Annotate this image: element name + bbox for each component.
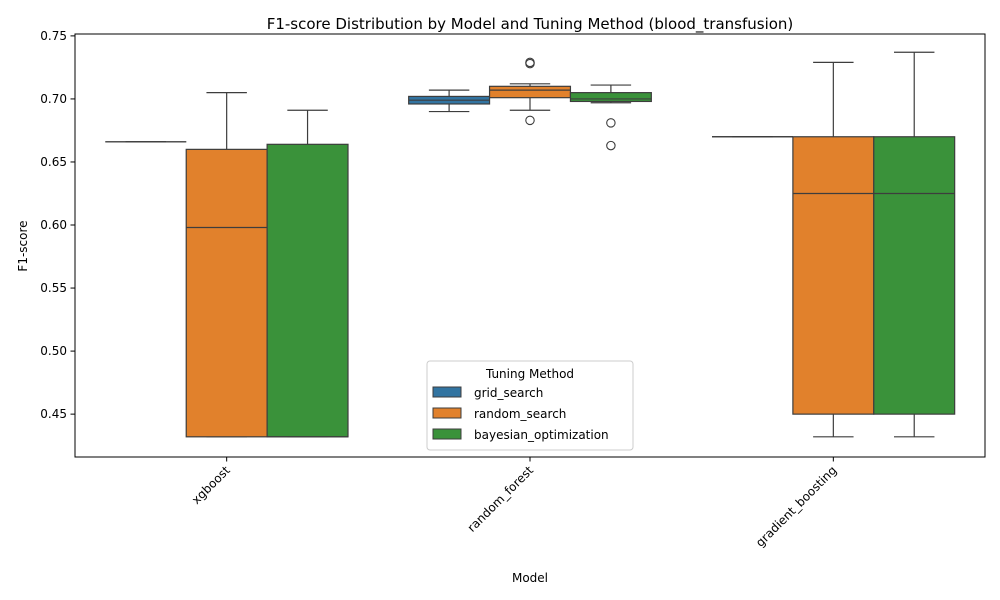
box-body <box>792 136 875 415</box>
x-axis: xgboost random_forest gradient_boosting <box>189 457 839 550</box>
legend-swatch <box>432 407 462 419</box>
legend-label: bayesian_optimization <box>474 428 609 442</box>
box-body <box>873 136 956 415</box>
y-axis-label: F1-score <box>16 220 30 271</box>
chart-title: F1-score Distribution by Model and Tunin… <box>267 15 794 34</box>
legend-title: Tuning Method <box>485 367 574 381</box>
outlier-point <box>606 140 616 151</box>
x-tick-label: random_forest <box>465 463 537 535</box>
box-body <box>488 85 572 99</box>
y-axis: 0.45 0.50 0.55 0.60 0.65 0.70 0.75 <box>40 29 75 421</box>
box-body <box>569 92 652 103</box>
outlier-point <box>525 115 535 126</box>
y-tick-label: 0.50 <box>40 344 67 358</box>
y-tick-label: 0.70 <box>40 92 67 106</box>
box-random_search-gradient_boosting <box>792 61 875 438</box>
box-random_search-xgboost <box>185 92 268 438</box>
box-grid_search-random_forest <box>408 89 491 113</box>
legend-label: grid_search <box>474 386 543 400</box>
outlier-point <box>525 57 535 68</box>
plot-area <box>105 51 956 438</box>
box-body <box>266 143 349 438</box>
x-tick-label: xgboost <box>189 463 233 507</box>
box-bayesian_optimization-xgboost <box>266 109 349 438</box>
y-tick-label: 0.75 <box>40 29 67 43</box>
box-random_search-random_forest <box>488 57 572 126</box>
y-tick-label: 0.55 <box>40 281 67 295</box>
legend-swatch <box>432 428 462 440</box>
y-tick-label: 0.45 <box>40 407 67 421</box>
legend: Tuning Method grid_search random_searchba… <box>426 360 634 451</box>
legend-label: random_search <box>474 407 566 421</box>
legend-swatch <box>432 386 462 398</box>
legend-items: grid_search random_search bayesian_optimiz… <box>432 386 609 442</box>
y-tick-label: 0.65 <box>40 155 67 169</box>
legend-frame <box>426 360 634 451</box>
y-tick-label: 0.60 <box>40 218 67 232</box>
outlier-point <box>606 118 616 128</box>
box-bayesian_optimization-random_forest <box>569 84 652 151</box>
box-body <box>185 148 268 438</box>
x-tick-label: gradient_boosting <box>753 463 840 550</box>
box-bayesian_optimization-gradient_boosting <box>873 51 956 438</box>
x-axis-label: Model <box>512 571 548 585</box>
